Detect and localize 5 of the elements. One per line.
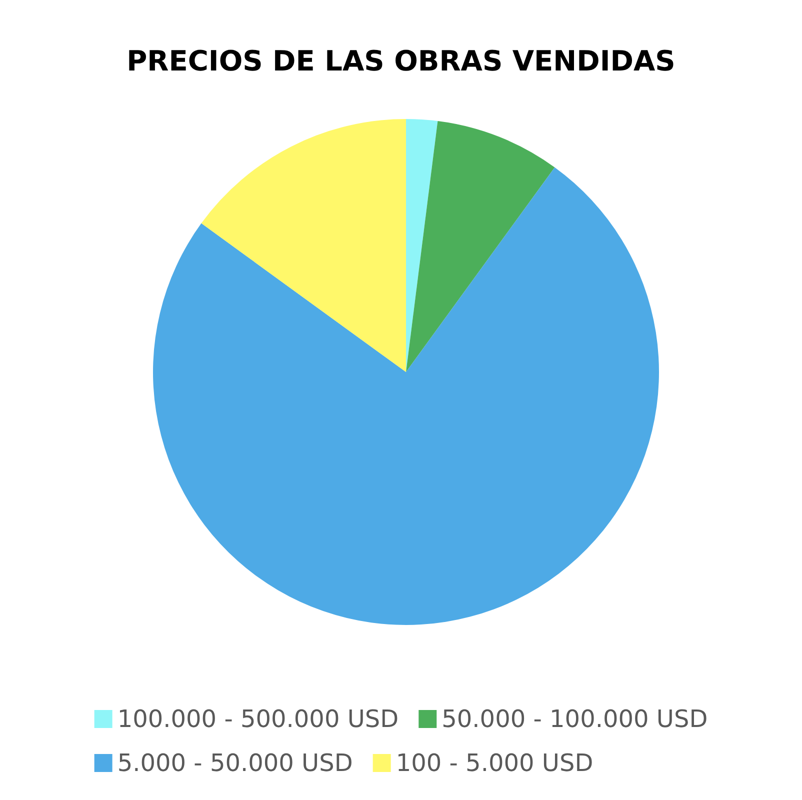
legend-label: 100 - 5.000 USD <box>396 749 594 777</box>
legend-label: 50.000 - 100.000 USD <box>442 705 708 733</box>
legend-label: 100.000 - 500.000 USD <box>117 705 399 733</box>
legend-label: 5.000 - 50.000 USD <box>117 749 353 777</box>
chart-title: PRECIOS DE LAS OBRAS VENDIDAS <box>126 44 676 78</box>
